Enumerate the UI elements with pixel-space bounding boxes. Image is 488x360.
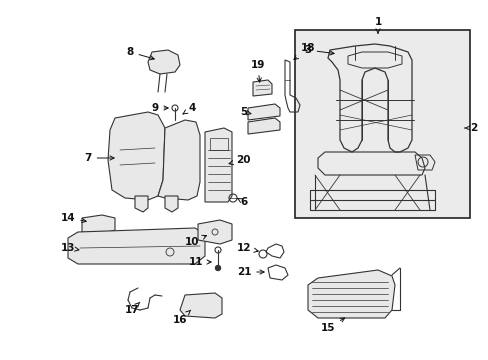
Text: 4: 4 (183, 103, 195, 114)
Text: 14: 14 (61, 213, 86, 223)
Text: 3: 3 (304, 45, 333, 55)
Polygon shape (135, 196, 148, 212)
Circle shape (215, 266, 220, 270)
Polygon shape (247, 104, 280, 120)
Polygon shape (180, 293, 222, 318)
Polygon shape (158, 120, 200, 200)
Text: 18: 18 (293, 43, 315, 59)
Text: 20: 20 (228, 155, 250, 165)
Polygon shape (247, 118, 280, 134)
Bar (294, 30, 469, 218)
Text: 16: 16 (172, 310, 190, 325)
Text: 10: 10 (184, 235, 206, 247)
Text: 7: 7 (84, 153, 114, 163)
Text: 1: 1 (374, 17, 381, 33)
Text: 21: 21 (236, 267, 264, 277)
Text: 11: 11 (188, 257, 211, 267)
Text: 5: 5 (240, 107, 250, 117)
Polygon shape (148, 50, 180, 74)
Text: 13: 13 (61, 243, 79, 253)
Polygon shape (82, 215, 115, 234)
Polygon shape (68, 228, 204, 264)
Text: 19: 19 (250, 60, 264, 82)
Polygon shape (108, 112, 164, 200)
Text: 8: 8 (126, 47, 154, 60)
Polygon shape (198, 220, 231, 244)
Text: 2: 2 (464, 123, 477, 133)
Text: 6: 6 (237, 197, 247, 207)
Polygon shape (204, 128, 231, 202)
Text: 17: 17 (124, 302, 140, 315)
Text: 12: 12 (236, 243, 258, 253)
Text: 15: 15 (320, 318, 344, 333)
Polygon shape (164, 196, 178, 212)
Text: 9: 9 (151, 103, 168, 113)
Polygon shape (307, 270, 394, 318)
Polygon shape (252, 80, 271, 96)
